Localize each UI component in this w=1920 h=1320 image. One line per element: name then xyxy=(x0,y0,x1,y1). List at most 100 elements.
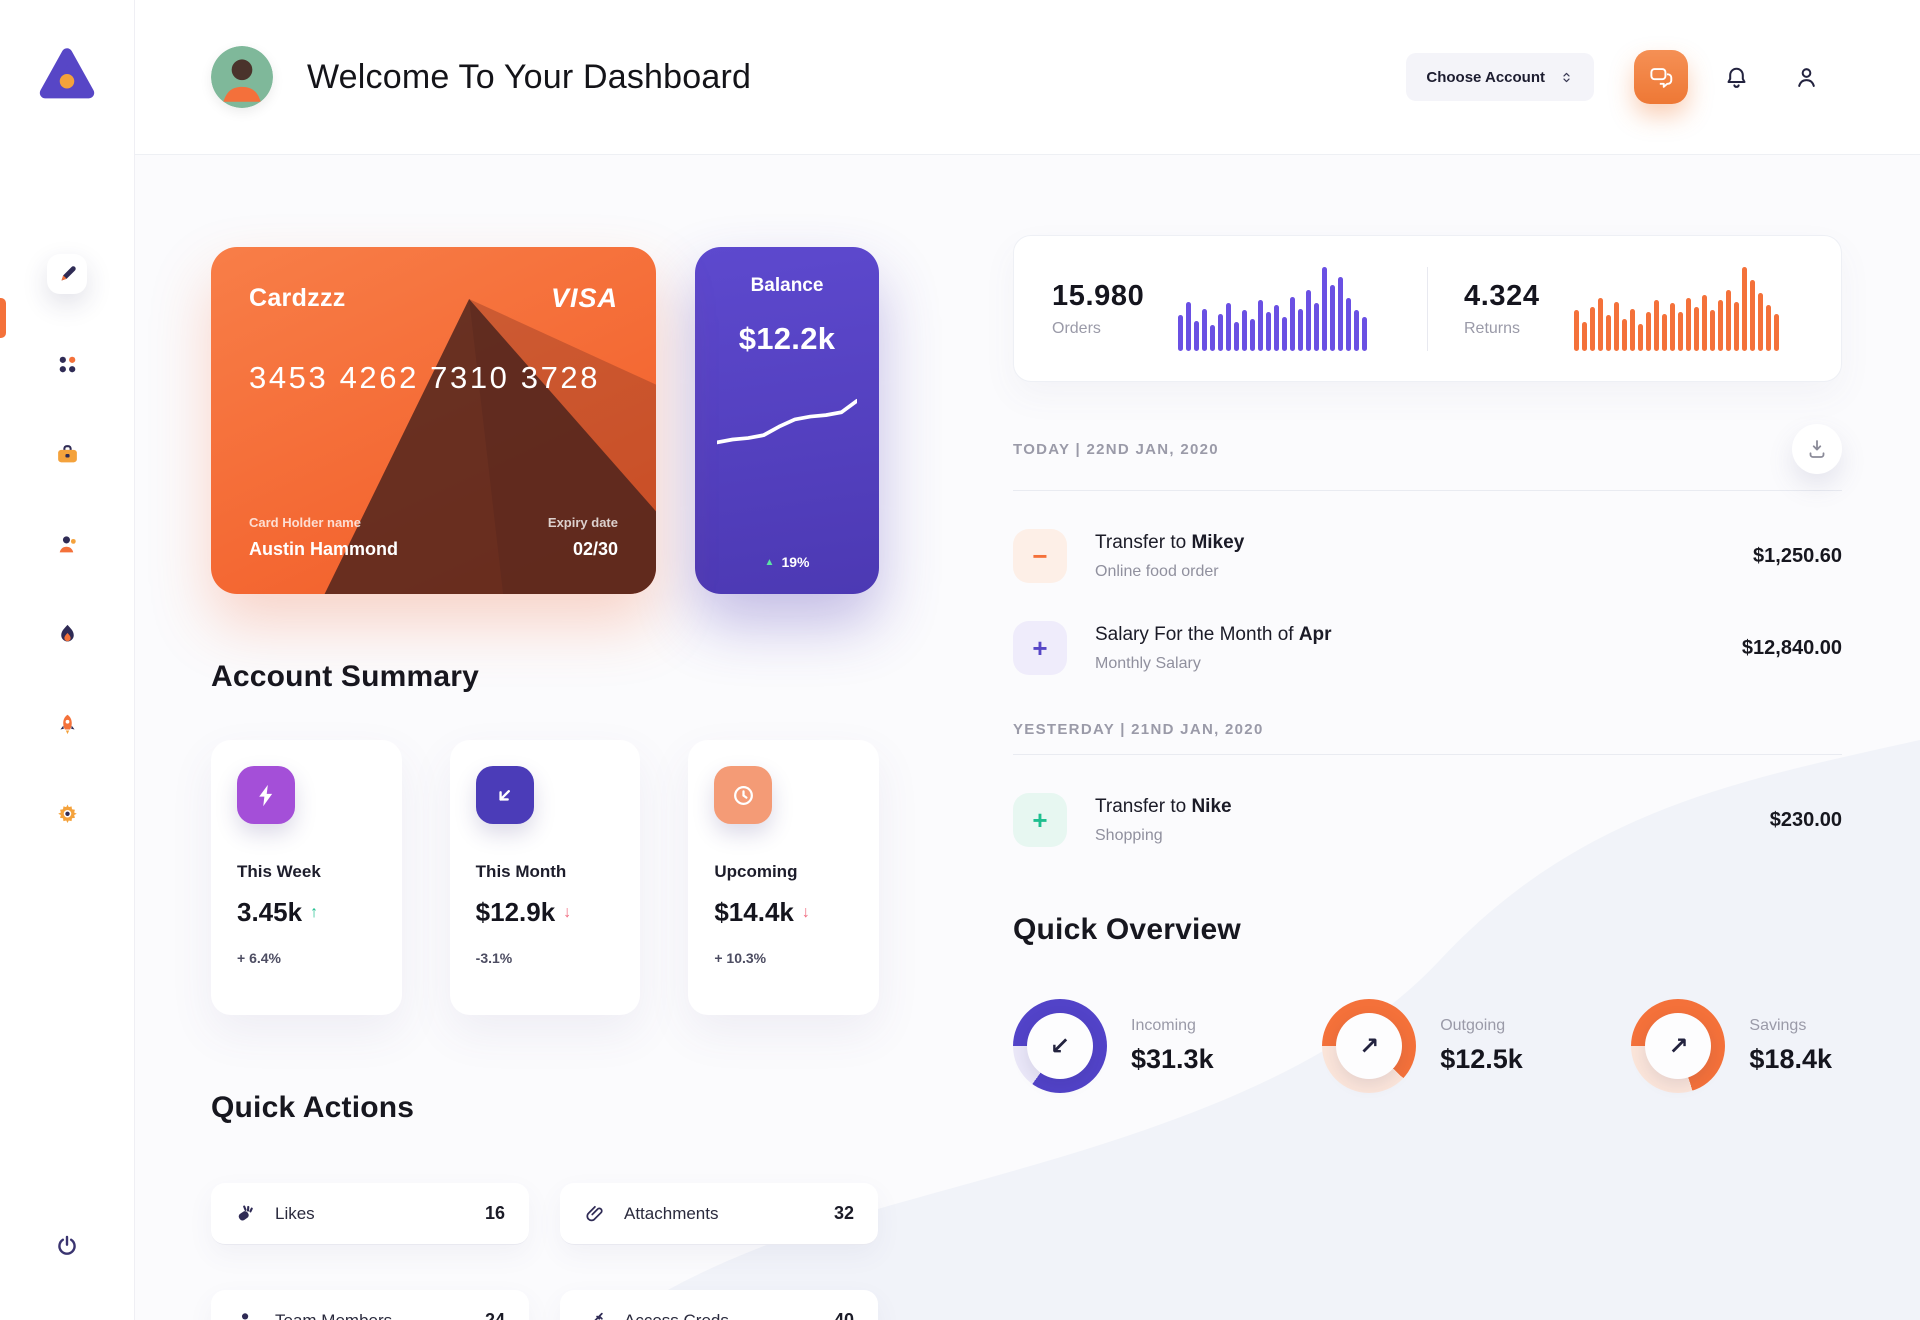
paperclip-icon xyxy=(586,1205,603,1221)
sidebar-item-contacts[interactable] xyxy=(47,524,87,564)
logout-power-button[interactable] xyxy=(47,1226,87,1266)
sidebar-item-compose[interactable] xyxy=(47,254,87,294)
sidebar-nav xyxy=(47,254,87,834)
balance-label: Balance xyxy=(750,275,824,296)
returns-label: Returns xyxy=(1464,319,1521,337)
chat-icon xyxy=(1649,67,1672,88)
clock-icon xyxy=(714,766,773,824)
outgoing-label: Outgoing xyxy=(1440,1017,1506,1034)
flame-icon xyxy=(60,624,74,641)
payee-name: Nike xyxy=(1191,795,1232,817)
download-button[interactable] xyxy=(1792,424,1842,474)
outgoing-ring: ↗ xyxy=(1322,999,1417,1093)
choose-account-dropdown[interactable]: Choose Account xyxy=(1406,53,1594,101)
main-content: Cardzzz VISA 3453 4262 7310 3728 Card Ho… xyxy=(135,155,1920,1320)
member-icon xyxy=(241,1312,249,1320)
balance-value: $12.2k xyxy=(738,321,836,356)
balance-change-value: 19% xyxy=(781,554,810,570)
quick-action-label: Team Members xyxy=(275,1310,393,1320)
card-brand: Cardzzz xyxy=(249,284,346,312)
transaction-row-salary[interactable]: + Salary For the Month of Apr Monthly Sa… xyxy=(1013,621,1842,675)
summary-cards: This Week 3.45k ↑ + 6.4% This Month $12.… xyxy=(211,740,880,1015)
summary-delta: -3.1% xyxy=(475,950,513,966)
today-date-label: TODAY | 22ND JAN, 2020 xyxy=(1013,440,1219,458)
sidebar-item-dashboard[interactable] xyxy=(47,344,87,384)
page-title: Welcome To Your Dashboard xyxy=(307,57,752,96)
returns-bar-chart xyxy=(1573,266,1779,351)
avatar-image xyxy=(211,46,273,108)
trend-up-icon: ▲ xyxy=(764,556,775,568)
summary-card-this-month: This Month $12.9k ↓ -3.1% xyxy=(449,740,641,1015)
transaction-subtitle: Shopping xyxy=(1095,826,1163,844)
quick-action-attachments[interactable]: Attachments 32 xyxy=(560,1183,878,1245)
sidebar-item-activity[interactable] xyxy=(47,614,87,654)
returns-stat: 4.324 Returns xyxy=(1464,266,1803,351)
orders-bar-chart xyxy=(1178,266,1368,351)
pen-icon xyxy=(61,265,76,280)
savings-label: Savings xyxy=(1749,1017,1807,1034)
user-avatar[interactable] xyxy=(211,46,273,108)
salary-month: Apr xyxy=(1298,623,1332,645)
summary-label: This Week xyxy=(237,862,321,881)
incoming-ring: ↙ xyxy=(1013,999,1107,1093)
card-holder-name: Austin Hammond xyxy=(249,539,399,559)
arrow-up-right-icon: ↗ xyxy=(1645,1013,1712,1079)
profile-button[interactable] xyxy=(1784,55,1828,99)
quick-action-label: Attachments xyxy=(624,1203,719,1223)
rocket-icon xyxy=(59,714,75,734)
transaction-row-nike[interactable]: + Transfer to Nike Shopping $230.00 xyxy=(1013,793,1842,847)
card-expiry-label: Expiry date xyxy=(547,515,618,530)
arrow-down-left-icon: ↙ xyxy=(1027,1013,1093,1079)
clap-icon xyxy=(238,1204,253,1221)
quick-overview-rings: ↙ Incoming $31.3k ↗ Outgoing $12.5k ↗ xyxy=(1013,999,1842,1093)
briefcase-icon xyxy=(57,444,77,462)
sidebar-item-settings[interactable] xyxy=(47,794,87,834)
card-holder-label: Card Holder name xyxy=(249,515,361,530)
gear-icon xyxy=(57,804,77,823)
messages-button[interactable] xyxy=(1634,50,1688,104)
visa-logo: VISA xyxy=(550,283,618,313)
credit-card: Cardzzz VISA 3453 4262 7310 3728 Card Ho… xyxy=(211,247,656,594)
returns-value: 4.324 xyxy=(1464,279,1540,312)
sidebar-item-boost[interactable] xyxy=(47,704,87,744)
choose-account-label: Choose Account xyxy=(1426,68,1545,86)
bell-icon xyxy=(1727,67,1745,88)
transaction-amount: $230.00 xyxy=(1769,808,1842,831)
trend-down-icon: ↓ xyxy=(801,903,810,921)
sidebar-item-portfolio[interactable] xyxy=(47,434,87,474)
download-icon xyxy=(1809,440,1825,458)
quick-action-label: Likes xyxy=(275,1203,315,1223)
transaction-amount: $1,250.60 xyxy=(1753,544,1842,567)
payee-name: Mikey xyxy=(1191,531,1245,553)
summary-value: $14.4k xyxy=(714,897,794,927)
today-section-header: TODAY | 22ND JAN, 2020 xyxy=(1013,424,1842,474)
trend-down-icon: ↓ xyxy=(563,903,572,921)
orders-returns-card: 15.980 Orders 4.324 Returns xyxy=(1013,235,1842,382)
transaction-row-mikey[interactable]: − Transfer to Mikey Online food order $1… xyxy=(1013,529,1842,583)
notifications-button[interactable] xyxy=(1714,55,1758,99)
summary-card-upcoming: Upcoming $14.4k ↓ + 10.3% xyxy=(688,740,880,1015)
app-logo[interactable] xyxy=(38,46,96,104)
users-icon xyxy=(59,535,76,552)
trend-up-icon: ↑ xyxy=(310,903,319,921)
header-actions: Choose Account xyxy=(1406,50,1828,104)
header: Welcome To Your Dashboard Choose Account xyxy=(135,0,1920,155)
quick-action-likes[interactable]: Likes 16 xyxy=(211,1183,529,1245)
incoming-stat: ↙ Incoming $31.3k xyxy=(1013,999,1214,1093)
summary-label: Upcoming xyxy=(714,862,798,881)
orders-value: 15.980 xyxy=(1052,279,1145,312)
savings-stat: ↗ Savings $18.4k xyxy=(1631,999,1832,1093)
select-arrows-icon xyxy=(1563,72,1570,82)
transaction-subtitle: Online food order xyxy=(1095,562,1219,580)
summary-delta: + 6.4% xyxy=(237,950,281,966)
summary-delta: + 10.3% xyxy=(714,950,767,966)
outgoing-value: $12.5k xyxy=(1440,1044,1523,1074)
summary-value: $12.9k xyxy=(475,897,556,927)
orders-stat: 15.980 Orders xyxy=(1052,266,1391,351)
lightning-icon xyxy=(237,766,295,824)
quick-action-access-creds[interactable]: Access Creds 40 xyxy=(560,1290,878,1320)
arrow-down-left-icon xyxy=(475,766,534,824)
quick-action-team-members[interactable]: Team Members 24 xyxy=(211,1290,529,1320)
divider xyxy=(1013,754,1842,755)
person-icon xyxy=(1797,67,1815,87)
